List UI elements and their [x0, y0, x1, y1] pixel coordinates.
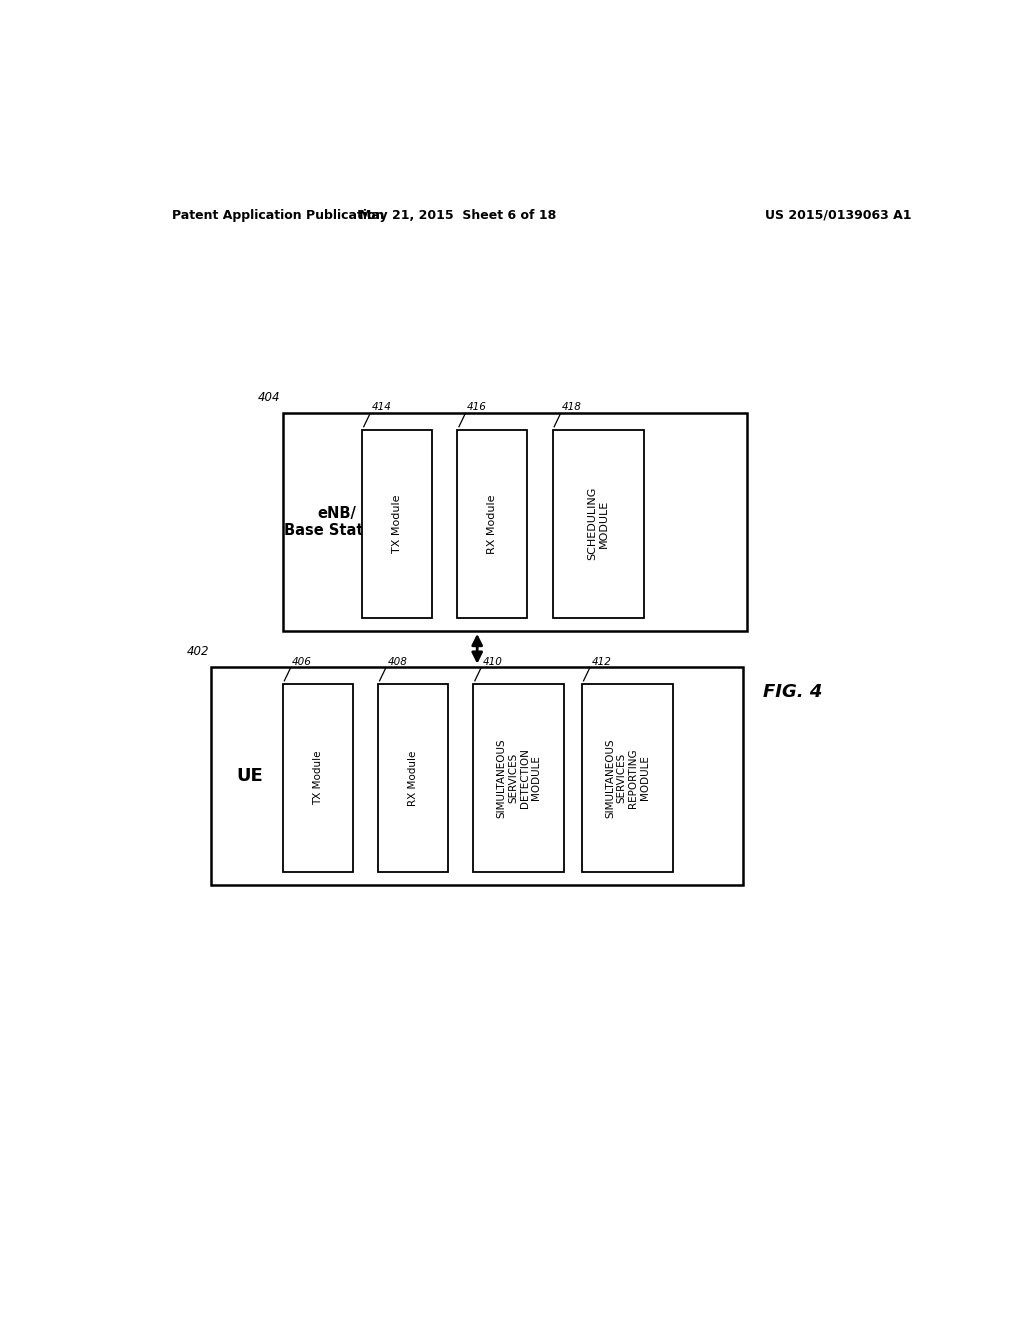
Bar: [473, 684, 564, 873]
Text: Patent Application Publication: Patent Application Publication: [172, 209, 384, 222]
Text: US 2015/0139063 A1: US 2015/0139063 A1: [765, 209, 911, 222]
Text: UE: UE: [237, 767, 263, 785]
Text: 414: 414: [372, 403, 391, 412]
Bar: [211, 667, 743, 886]
Text: 404: 404: [258, 391, 281, 404]
Text: SCHEDULING
MODULE: SCHEDULING MODULE: [588, 487, 609, 561]
Text: 416: 416: [467, 403, 486, 412]
Text: 418: 418: [562, 403, 582, 412]
Text: TX Module: TX Module: [312, 751, 323, 805]
Text: May 21, 2015  Sheet 6 of 18: May 21, 2015 Sheet 6 of 18: [358, 209, 556, 222]
Bar: [582, 684, 673, 873]
Text: SIMULTANEOUS
SERVICES
REPORTING
MODULE: SIMULTANEOUS SERVICES REPORTING MODULE: [605, 738, 650, 817]
Bar: [283, 684, 352, 873]
Text: SIMULTANEOUS
SERVICES
DETECTION
MODULE: SIMULTANEOUS SERVICES DETECTION MODULE: [497, 738, 542, 817]
Text: FIG. 4: FIG. 4: [763, 682, 822, 701]
Text: 410: 410: [482, 656, 503, 667]
Text: 408: 408: [387, 656, 408, 667]
Bar: [283, 413, 748, 631]
Text: TX Module: TX Module: [392, 495, 402, 553]
Text: 402: 402: [186, 645, 209, 659]
Bar: [553, 430, 644, 618]
Text: 406: 406: [292, 656, 312, 667]
Bar: [378, 684, 447, 873]
Bar: [362, 430, 432, 618]
Text: RX Module: RX Module: [487, 494, 498, 553]
Text: RX Module: RX Module: [408, 750, 418, 805]
Bar: [458, 430, 527, 618]
Text: 412: 412: [592, 656, 611, 667]
Text: eNB/
Base Station: eNB/ Base Station: [285, 506, 389, 539]
